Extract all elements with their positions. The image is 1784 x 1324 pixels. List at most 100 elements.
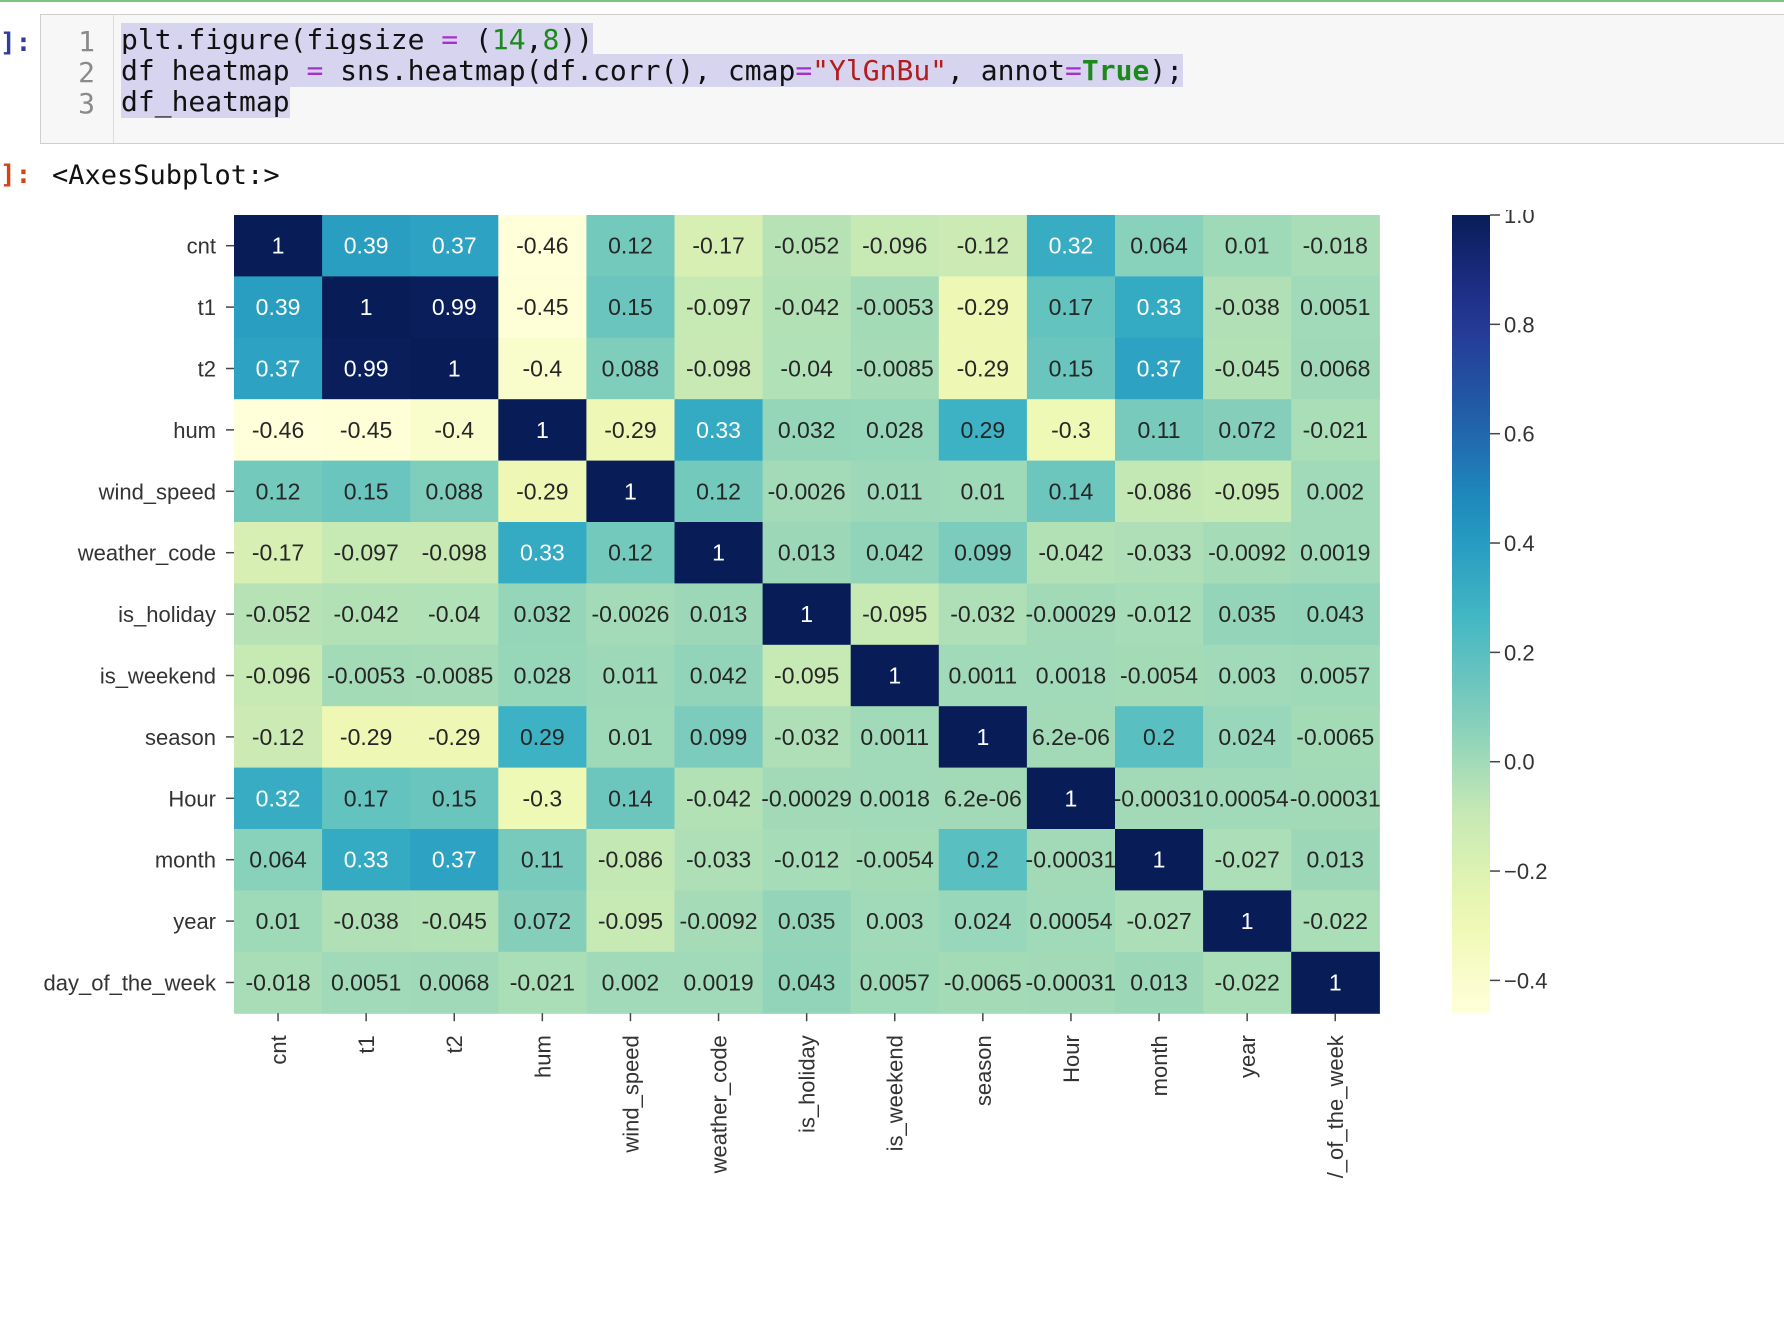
heatmap-cell [322, 951, 411, 1014]
cell-annotation: 0.15 [608, 294, 653, 320]
heatmap-cell [1291, 644, 1380, 707]
heatmap-cell [410, 951, 499, 1014]
cell-annotation: -0.042 [686, 785, 751, 811]
code-line-3[interactable]: df_heatmap [121, 85, 290, 118]
heatmap-cell [586, 951, 676, 1014]
x-tick-label: is_weekend [883, 1035, 908, 1151]
heatmap-cell [762, 890, 852, 953]
y-tick-label: is_weekend [100, 664, 216, 689]
heatmap-cell [1291, 522, 1380, 584]
heatmap-cell [1026, 337, 1116, 400]
heatmap-cell [674, 890, 764, 953]
heatmap-cell [1115, 829, 1204, 891]
heatmap-cell [762, 522, 852, 584]
cell-annotation: 0.0068 [419, 970, 489, 996]
heatmap-cell [498, 890, 587, 953]
cell-annotation: 0.37 [256, 356, 301, 382]
heatmap-cell [1026, 706, 1116, 769]
cell-annotation: 0.0051 [1300, 294, 1370, 320]
cell-annotation: 0.2 [967, 847, 999, 873]
cell-annotation: -0.022 [1215, 970, 1280, 996]
code-line-1[interactable]: plt.figure(figsize = (14,8)) [121, 23, 594, 56]
line-number: 3 [78, 87, 95, 120]
cell-annotation: -0.027 [1126, 908, 1191, 934]
cell-annotation: 0.0018 [1036, 663, 1106, 689]
heatmap-cell [1291, 460, 1380, 523]
cell-annotation: -0.042 [774, 294, 839, 320]
cell-annotation: 1 [1065, 785, 1078, 811]
cell-annotation: 0.0051 [331, 970, 401, 996]
cell-annotation: -0.098 [686, 356, 751, 382]
cell-annotation: 0.00054 [1206, 785, 1289, 811]
heatmap-cell [1203, 522, 1292, 584]
heatmap-cell [322, 644, 411, 707]
heatmap-cell [674, 276, 764, 339]
heatmap-cell [1203, 890, 1292, 953]
cell-annotation: -0.052 [774, 233, 839, 259]
cell-annotation: 1 [272, 233, 285, 259]
heatmap-cell [322, 276, 411, 339]
cell-annotation: 0.099 [954, 540, 1012, 566]
cell-annotation: 0.028 [866, 417, 924, 443]
x-tick-label: is_holiday [795, 1035, 820, 1133]
cell-annotation: -0.0085 [856, 356, 934, 382]
cell-annotation: 0.011 [867, 478, 923, 504]
heatmap-cell [850, 951, 940, 1014]
heatmap-cell [1115, 337, 1204, 400]
heatmap-cell [850, 890, 940, 953]
heatmap-cell [586, 583, 676, 646]
cell-annotation: 0.12 [696, 478, 741, 504]
line-number-gutter: 1 2 3 [41, 15, 114, 143]
cell-annotation: -0.045 [422, 908, 487, 934]
heatmap-cell [586, 522, 676, 584]
cell-annotation: 1 [360, 294, 373, 320]
cell-annotation: -0.12 [957, 233, 1009, 259]
cell-annotation: -0.29 [340, 724, 392, 750]
cell-annotation: -0.027 [1215, 847, 1280, 873]
cell-annotation: -0.021 [510, 970, 575, 996]
cell-annotation: 0.043 [1306, 601, 1364, 627]
heatmap-cell [498, 583, 587, 646]
cell-annotation: 0.035 [778, 908, 836, 934]
cell-annotation: -0.038 [1215, 294, 1280, 320]
heatmap-cell [234, 767, 323, 830]
heatmap-cell [1291, 276, 1380, 339]
heatmap-cell [234, 951, 323, 1014]
cell-annotation: 6.2e-06 [1032, 724, 1110, 750]
heatmap-cell [762, 337, 852, 400]
cell-annotation: -0.29 [428, 724, 480, 750]
cell-annotation: -0.00029 [1026, 601, 1117, 627]
colorbar-tick-label: −0.4 [1504, 968, 1547, 993]
heatmap-cell [674, 644, 764, 707]
heatmap-cell [322, 890, 411, 953]
cell-annotation: 0.013 [778, 540, 836, 566]
cell-annotation: -0.098 [422, 540, 487, 566]
cell-annotation: -0.095 [774, 663, 839, 689]
heatmap-cell [498, 951, 587, 1014]
cell-annotation: 0.01 [960, 478, 1005, 504]
cell-annotation: -0.17 [692, 233, 744, 259]
heatmap-cell [674, 399, 764, 462]
x-tick-label: hum [530, 1035, 555, 1078]
heatmap-cell [850, 460, 940, 523]
heatmap-cell [498, 337, 587, 400]
heatmap-cell [1291, 706, 1380, 769]
cell-annotation: 0.01 [1225, 233, 1270, 259]
heatmap-cell [938, 829, 1028, 891]
cell-annotation: -0.0085 [415, 663, 493, 689]
code-cell-editor[interactable]: 1 2 3 plt.figure(figsize = (14,8)) df_he… [40, 14, 1784, 144]
cell-annotation: -0.29 [957, 294, 1009, 320]
cell-annotation: -0.0053 [856, 294, 934, 320]
cell-annotation: -0.018 [1303, 233, 1368, 259]
cell-annotation: 0.064 [249, 847, 307, 873]
cell-annotation: -0.45 [340, 417, 392, 443]
cell-annotation: 0.17 [344, 785, 389, 811]
cell-annotation: 0.028 [514, 663, 572, 689]
heatmap-cell [1026, 276, 1116, 339]
heatmap-cell [234, 829, 323, 891]
heatmap-cell [674, 337, 764, 400]
heatmap-cell [1291, 951, 1380, 1014]
heatmap-cell [674, 583, 764, 646]
code-line-2[interactable]: df_heatmap = sns.heatmap(df.corr(), cmap… [121, 54, 1184, 87]
cell-annotation: -0.29 [604, 417, 656, 443]
